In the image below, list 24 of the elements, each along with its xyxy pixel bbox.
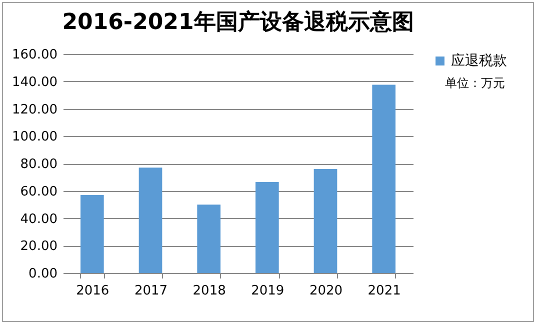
legend-label: 应退税款 bbox=[451, 53, 507, 69]
y-tick-label: 80.00 bbox=[20, 157, 58, 172]
bar bbox=[314, 168, 338, 273]
x-tick-label: 2020 bbox=[309, 284, 343, 298]
bar bbox=[138, 168, 162, 273]
x-tick-label: 2019 bbox=[251, 284, 284, 298]
x-tick-label: 2017 bbox=[134, 284, 168, 298]
y-tick-label: 0.00 bbox=[28, 266, 58, 282]
bar bbox=[256, 182, 279, 273]
bar bbox=[80, 194, 104, 273]
bar bbox=[372, 84, 396, 273]
x-tick-label: 2021 bbox=[368, 284, 401, 298]
y-tick-label: 120.00 bbox=[12, 102, 58, 118]
y-tick-label: 40.00 bbox=[20, 212, 58, 227]
y-tick-label: 140.00 bbox=[12, 74, 58, 90]
y-tick-label: 160.00 bbox=[12, 48, 58, 62]
chart-title: 2016-2021年国产设备退税示意图 bbox=[62, 9, 414, 35]
y-tick-label: 100.00 bbox=[12, 130, 58, 145]
text: 单位：万元 bbox=[445, 75, 505, 92]
x-tick-label: 2016 bbox=[76, 284, 110, 298]
y-tick-label: 20.00 bbox=[20, 239, 58, 254]
y-tick-label: 60.00 bbox=[20, 184, 58, 200]
bar bbox=[197, 204, 220, 273]
x-tick-label: 2018 bbox=[192, 284, 226, 298]
